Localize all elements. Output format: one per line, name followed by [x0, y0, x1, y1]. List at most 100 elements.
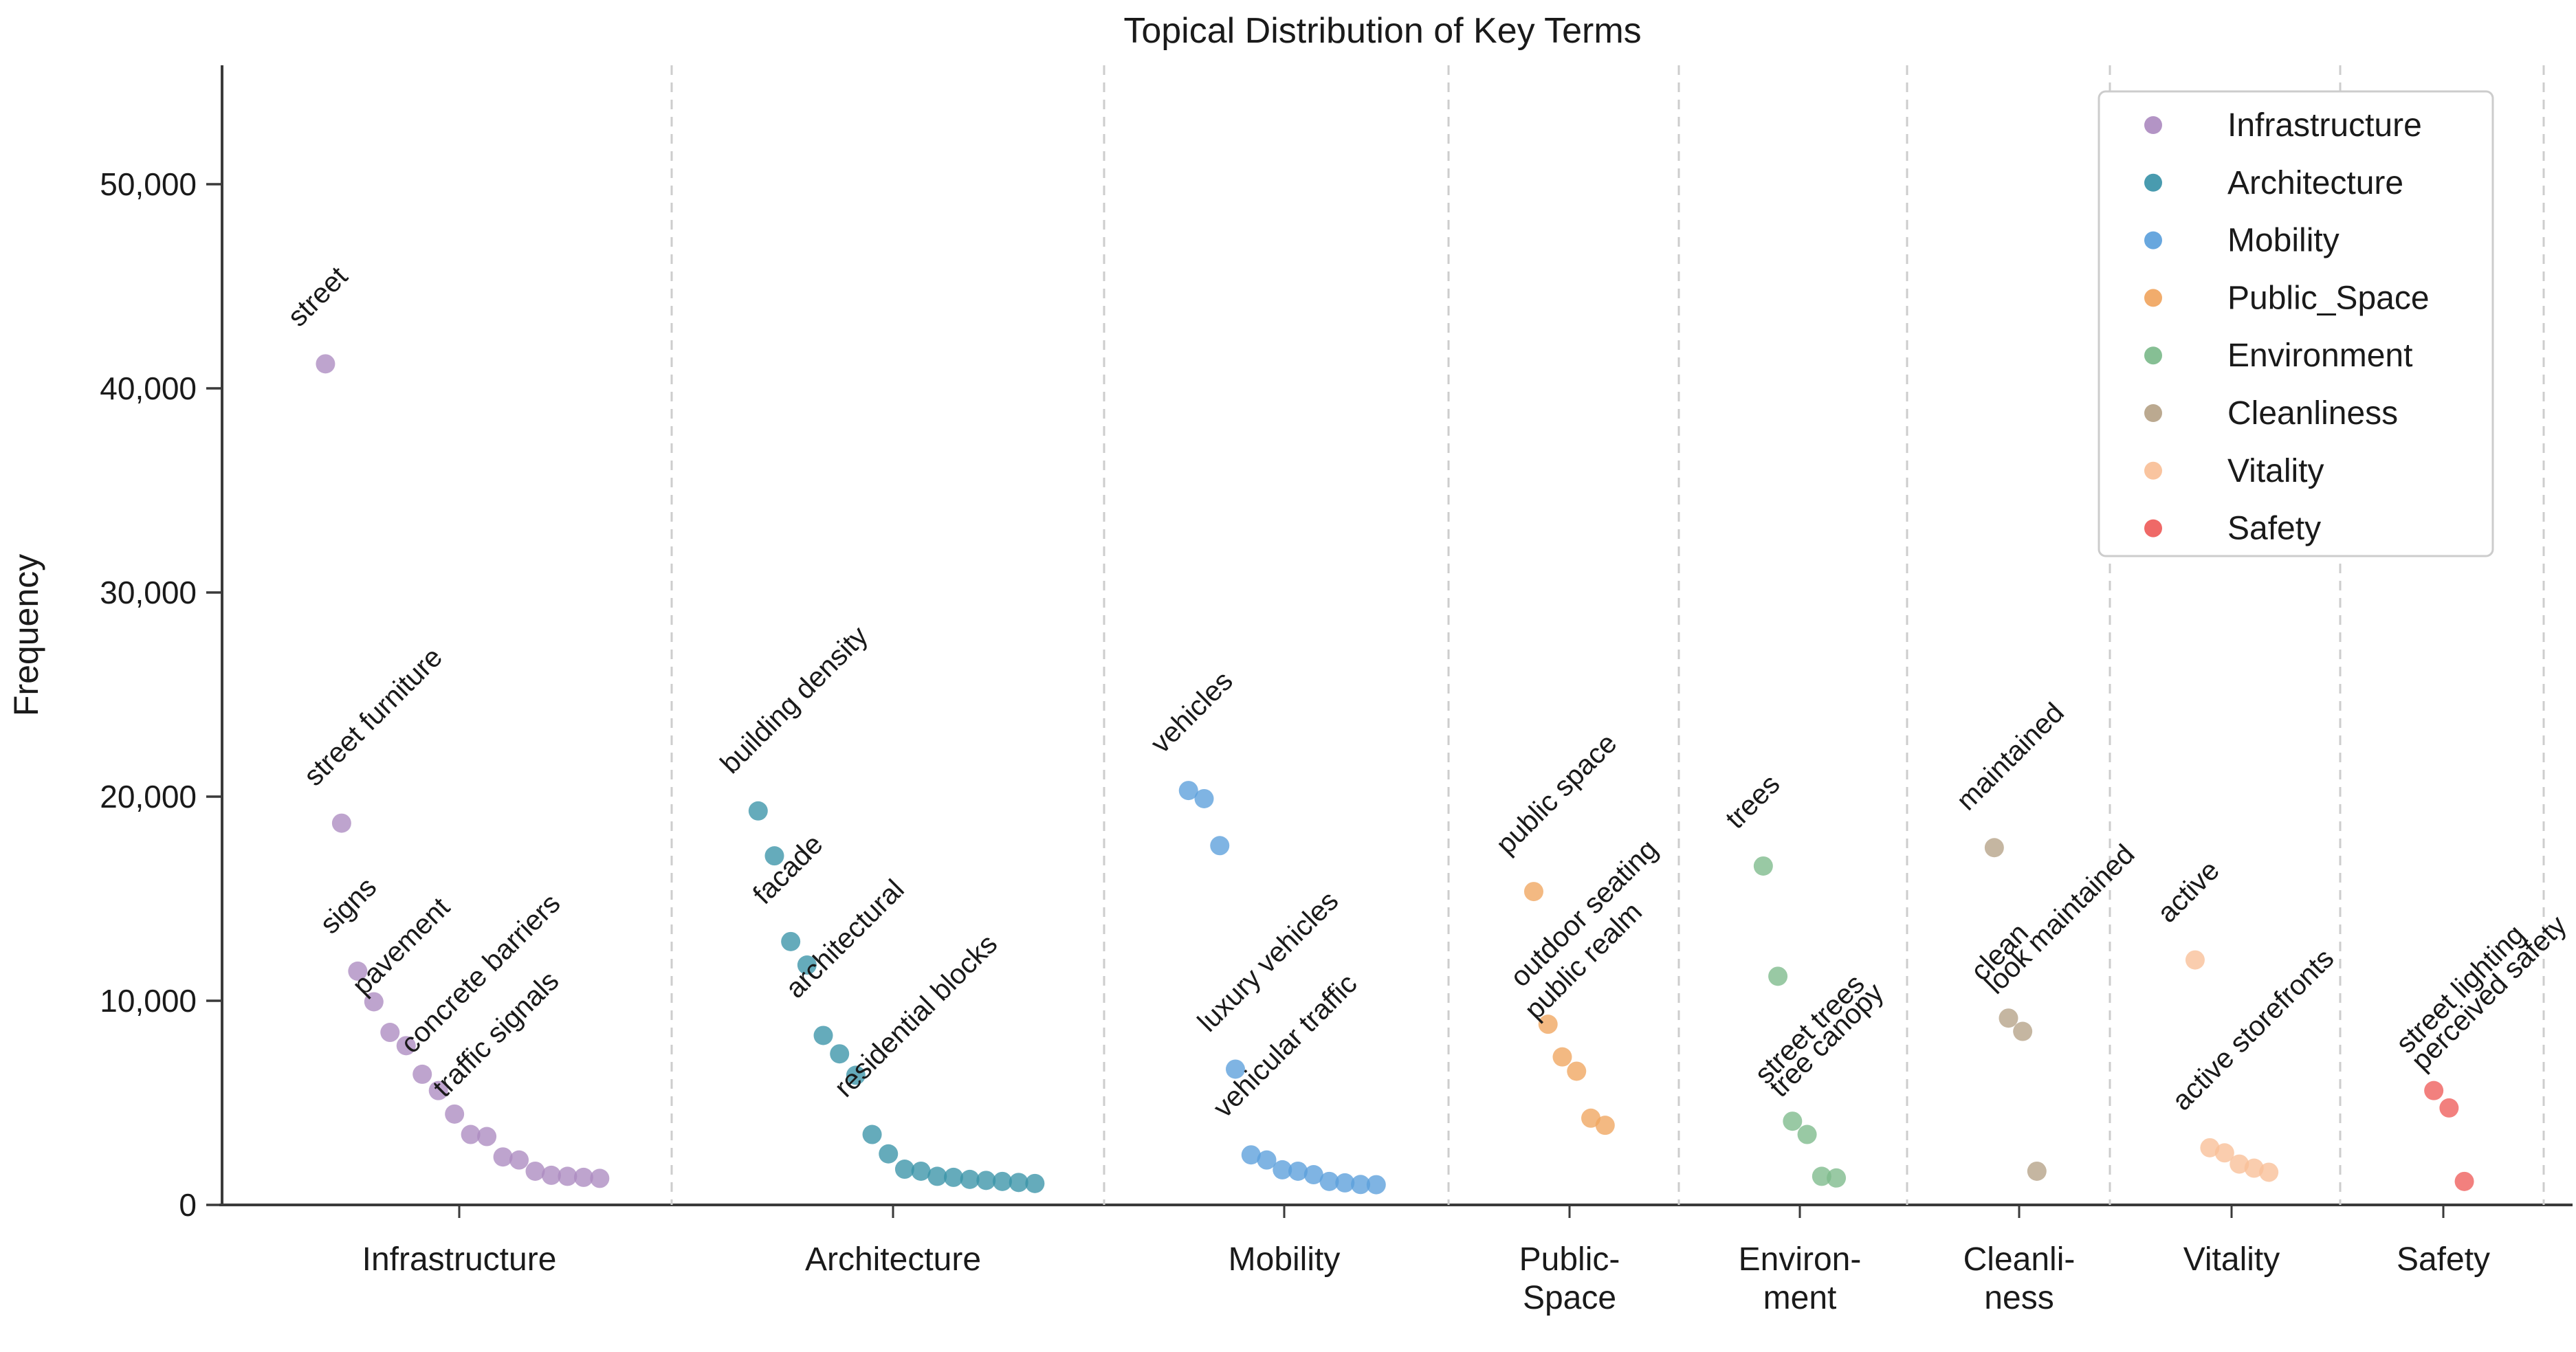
data-point	[1523, 882, 1543, 902]
data-point	[1319, 1171, 1339, 1191]
data-point	[1288, 1161, 1308, 1181]
legend-item: Mobility	[2144, 223, 2340, 259]
data-point	[2454, 1171, 2474, 1191]
legend-item: Architecture	[2144, 165, 2403, 201]
data-point	[813, 1026, 833, 1045]
y-tick-label: 10,000	[100, 983, 197, 1019]
x-category-label: Safety	[2397, 1241, 2490, 1278]
legend-item: Vitality	[2144, 453, 2324, 489]
data-point	[976, 1171, 996, 1190]
term-label: street	[281, 260, 353, 332]
data-point	[493, 1147, 513, 1167]
data-point	[993, 1171, 1012, 1191]
legend-label: Vitality	[2227, 453, 2324, 489]
data-point	[461, 1124, 481, 1144]
data-point	[1025, 1173, 1045, 1193]
legend-marker	[2144, 231, 2162, 250]
x-category-label: Space	[1523, 1280, 1616, 1316]
x-category-label: Public-	[1519, 1241, 1620, 1278]
data-point	[558, 1166, 577, 1186]
data-point	[1984, 838, 2004, 858]
data-point	[364, 992, 384, 1012]
data-point	[943, 1167, 963, 1187]
data-point	[380, 1023, 400, 1043]
x-axis-ticks	[458, 1206, 2445, 1218]
legend-box	[2098, 90, 2494, 557]
data-point	[1241, 1145, 1261, 1165]
data-point	[2013, 1021, 2033, 1041]
data-point	[428, 1081, 448, 1100]
term-label: active	[2151, 854, 2225, 929]
data-point	[2185, 950, 2205, 970]
data-point	[1194, 788, 1214, 808]
data-point	[1768, 966, 1788, 986]
term-label: look maintained	[1979, 838, 2141, 1000]
legend-marker	[2144, 461, 2162, 480]
data-point	[1581, 1108, 1601, 1128]
data-point	[1538, 1015, 1558, 1034]
data-point	[830, 1044, 850, 1064]
data-point	[1303, 1165, 1323, 1185]
legend-label: Architecture	[2227, 165, 2403, 201]
y-tick-label: 30,000	[100, 575, 197, 610]
data-point	[1009, 1173, 1028, 1193]
x-category-label: Cleanli-	[1963, 1241, 2076, 1278]
legend-label: Public_Space	[2227, 280, 2430, 316]
y-tick-label: 40,000	[100, 370, 197, 406]
data-point	[781, 931, 801, 951]
legend-marker	[2144, 173, 2162, 192]
data-point	[1753, 856, 1773, 876]
data-point	[1999, 1008, 2018, 1028]
data-point	[2200, 1138, 2220, 1157]
term-label: public space	[1490, 727, 1623, 861]
data-point	[927, 1166, 947, 1186]
y-tick-label: 0	[179, 1187, 197, 1223]
term-label: street furniture	[298, 641, 448, 792]
data-point	[590, 1168, 610, 1188]
data-point	[1210, 836, 1230, 856]
x-category-labels: Infrastructure Architecture Mobility Public…	[362, 1241, 2490, 1316]
data-point	[1595, 1116, 1615, 1135]
term-label: building density	[714, 619, 874, 779]
legend-item: Environment	[2144, 337, 2412, 374]
data-point	[1273, 1160, 1292, 1179]
data-point	[2214, 1143, 2234, 1163]
legend-label: Environment	[2227, 337, 2412, 374]
x-category-label: ment	[1763, 1280, 1837, 1316]
data-point	[797, 955, 817, 975]
data-point	[525, 1161, 545, 1181]
data-point	[1178, 781, 1198, 801]
data-point	[541, 1165, 561, 1185]
data-point	[509, 1150, 529, 1170]
data-point	[1812, 1166, 1831, 1186]
data-point	[1783, 1111, 1803, 1131]
y-tick-label: 20,000	[100, 779, 197, 814]
x-category-label: Infrastructure	[362, 1241, 557, 1278]
x-category-label: Architecture	[805, 1241, 981, 1278]
data-point	[1366, 1175, 1386, 1195]
legend-marker	[2144, 116, 2162, 134]
data-point	[846, 1065, 866, 1085]
data-point	[477, 1127, 497, 1146]
data-point	[2027, 1161, 2047, 1181]
data-point	[573, 1167, 593, 1187]
data-point	[1257, 1150, 1277, 1170]
term-label: signs	[313, 871, 382, 940]
legend: Infrastructure Architecture Mobility Public…	[2098, 90, 2494, 557]
x-category-label: Mobility	[1229, 1241, 1341, 1278]
x-category-label: ness	[1984, 1280, 2054, 1316]
legend-label: Infrastructure	[2227, 107, 2422, 144]
data-point	[1351, 1175, 1371, 1195]
term-label: maintained	[1950, 696, 2070, 816]
legend-marker	[2144, 289, 2162, 307]
legend-item: Cleanliness	[2144, 395, 2398, 432]
legend-marker	[2144, 404, 2162, 422]
data-point	[862, 1124, 882, 1144]
data-point	[2230, 1154, 2249, 1174]
x-category-label: Environ-	[1739, 1241, 1862, 1278]
legend-marker	[2144, 346, 2162, 365]
data-point	[445, 1104, 465, 1124]
data-point	[1797, 1124, 1817, 1144]
